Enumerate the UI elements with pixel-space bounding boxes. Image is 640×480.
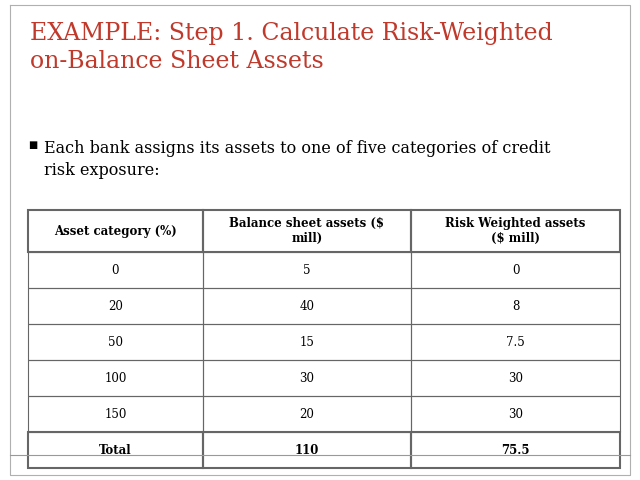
Text: 110: 110	[294, 444, 319, 456]
Text: EXAMPLE: Step 1. Calculate Risk-Weighted
on-Balance Sheet Assets: EXAMPLE: Step 1. Calculate Risk-Weighted…	[30, 22, 553, 72]
Bar	[411, 252, 620, 288]
Bar	[28, 324, 203, 360]
Bar	[28, 288, 203, 324]
Text: 5: 5	[303, 264, 310, 276]
Bar	[28, 396, 203, 432]
Bar	[411, 360, 620, 396]
Text: Asset category (%): Asset category (%)	[54, 225, 177, 238]
Bar	[411, 432, 620, 468]
Text: 100: 100	[104, 372, 127, 384]
Bar	[203, 324, 411, 360]
Text: Risk Weighted assets
($ mill): Risk Weighted assets ($ mill)	[445, 217, 586, 245]
Bar	[203, 396, 411, 432]
Text: 40: 40	[300, 300, 314, 312]
Bar	[203, 210, 411, 252]
Text: 0: 0	[512, 264, 519, 276]
Text: 150: 150	[104, 408, 127, 420]
Text: 7.5: 7.5	[506, 336, 525, 348]
Text: 30: 30	[300, 372, 314, 384]
Bar	[411, 288, 620, 324]
Bar	[411, 210, 620, 252]
Bar	[28, 252, 203, 288]
Bar	[28, 432, 203, 468]
Text: 20: 20	[108, 300, 123, 312]
Text: 30: 30	[508, 408, 523, 420]
Text: 75.5: 75.5	[501, 444, 530, 456]
Bar	[411, 324, 620, 360]
Bar	[203, 432, 411, 468]
Bar	[411, 396, 620, 432]
Text: Each bank assigns its assets to one of five categories of credit
risk exposure:: Each bank assigns its assets to one of f…	[44, 140, 550, 179]
Bar	[203, 252, 411, 288]
Text: 8: 8	[512, 300, 519, 312]
Bar	[28, 360, 203, 396]
Text: Balance sheet assets ($
mill): Balance sheet assets ($ mill)	[229, 217, 385, 245]
Bar	[203, 360, 411, 396]
Text: 50: 50	[108, 336, 123, 348]
Text: 20: 20	[300, 408, 314, 420]
Text: Total: Total	[99, 444, 132, 456]
Text: 15: 15	[300, 336, 314, 348]
Text: 30: 30	[508, 372, 523, 384]
Text: 0: 0	[111, 264, 119, 276]
Bar	[203, 288, 411, 324]
Bar	[28, 210, 203, 252]
Text: ■: ■	[28, 140, 37, 150]
